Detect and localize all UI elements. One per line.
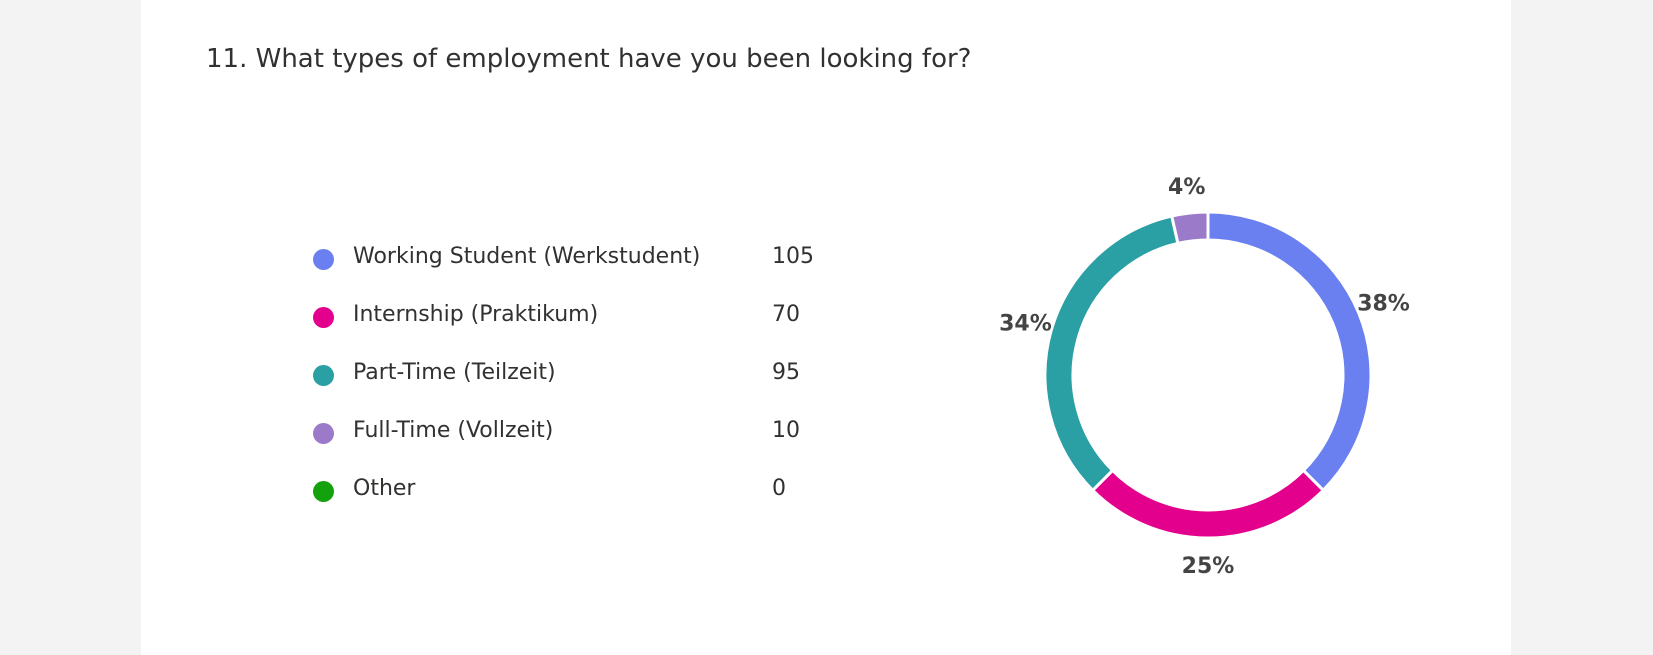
legend-label: Part-Time (Teilzeit) (353, 360, 556, 385)
legend-count: 70 (772, 302, 800, 327)
legend-count: 105 (772, 244, 814, 269)
legend-color-dot (313, 307, 334, 328)
slice-percent-label: 34% (999, 311, 1052, 336)
donut-slice (1043, 214, 1180, 493)
slice-percent-label: 4% (1168, 175, 1205, 200)
slice-percent-label: 38% (1357, 291, 1410, 316)
legend-label: Other (353, 476, 416, 501)
slice-percent-label: 25% (1182, 554, 1235, 579)
legend-color-dot (313, 481, 334, 502)
question-title: 11. What types of employment have you be… (206, 44, 972, 74)
legend-label: Working Student (Werkstudent) (353, 244, 701, 269)
donut-slice (1169, 210, 1210, 246)
legend-color-dot (313, 365, 334, 386)
legend-label: Internship (Praktikum) (353, 302, 599, 327)
legend-label: Full-Time (Vollzeit) (353, 418, 554, 443)
donut-slice (1206, 210, 1373, 493)
legend-color-dot (313, 249, 334, 270)
question-card (141, 0, 1511, 655)
legend-count: 95 (772, 360, 800, 385)
legend-count: 0 (772, 476, 786, 501)
donut-slice (1090, 468, 1326, 540)
legend-color-dot (313, 423, 334, 444)
legend-count: 10 (772, 418, 800, 443)
